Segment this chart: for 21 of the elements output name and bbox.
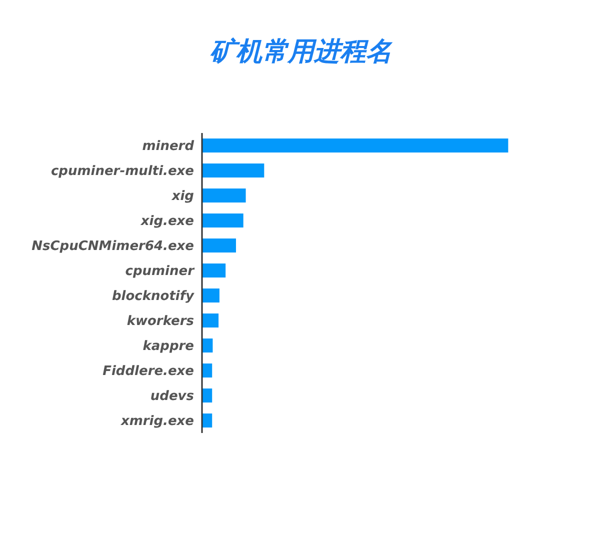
bar [202, 314, 219, 328]
y-tick-label: xig.exe [140, 214, 194, 230]
bar [202, 238, 236, 252]
y-tick-label: xmrig.exe [120, 414, 194, 430]
chart-title: 矿机常用进程名 [210, 37, 392, 67]
bar [202, 164, 264, 178]
y-tick-label: NsCpuCNMimer64.exe [32, 239, 194, 254]
bar [202, 288, 220, 302]
y-tick-label: kappre [142, 339, 194, 354]
bar [202, 214, 244, 228]
y-tick-label: udevs [150, 389, 194, 404]
bar [202, 138, 508, 152]
y-tick-label: Fiddlere.exe [102, 364, 194, 380]
bar [202, 264, 226, 278]
y-tick-label: blocknotify [112, 289, 195, 304]
y-tick-label: minerd [142, 139, 195, 154]
y-tick-label: kworkers [126, 314, 194, 330]
y-tick-label: cpuminer [125, 264, 196, 280]
bar [202, 188, 246, 202]
y-tick-label: cpuminer-multi.exe [50, 164, 194, 180]
y-tick-label: xig [170, 189, 194, 204]
